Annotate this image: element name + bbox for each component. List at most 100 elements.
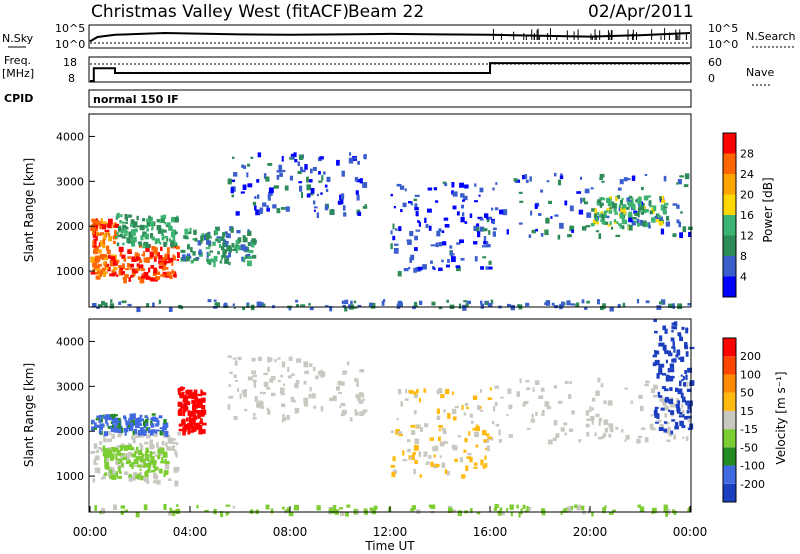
heatmap-cell bbox=[545, 300, 551, 306]
heatmap-cell bbox=[535, 411, 538, 417]
heatmap-cell bbox=[168, 306, 173, 312]
heatmap-cell bbox=[188, 392, 191, 398]
heatmap-cell bbox=[158, 451, 162, 454]
heatmap-cell bbox=[408, 266, 411, 270]
heatmap-cell bbox=[247, 230, 252, 236]
heatmap-cell bbox=[117, 449, 121, 456]
heatmap-cell bbox=[634, 220, 638, 223]
x-tick-label: 16:00 bbox=[473, 525, 508, 539]
heatmap-cell bbox=[110, 299, 113, 303]
heatmap-cell bbox=[93, 443, 98, 449]
heatmap-cell bbox=[163, 504, 167, 510]
heatmap-cell bbox=[175, 508, 181, 515]
heatmap-cell bbox=[442, 181, 447, 185]
heatmap-cell bbox=[141, 418, 145, 422]
heatmap-cell bbox=[340, 381, 345, 386]
heatmap-cell bbox=[94, 457, 100, 460]
heatmap-cell bbox=[350, 300, 353, 305]
heatmap-cell bbox=[115, 236, 119, 239]
colorbar-swatch bbox=[723, 215, 736, 236]
heatmap-cell bbox=[98, 446, 102, 450]
heatmap-cell bbox=[310, 168, 313, 174]
heatmap-cell bbox=[664, 202, 669, 206]
heatmap-cell bbox=[157, 448, 161, 454]
heatmap-cell bbox=[260, 302, 264, 308]
heatmap-cell bbox=[675, 421, 679, 428]
heatmap-cell bbox=[438, 425, 443, 429]
heatmap-cell bbox=[436, 415, 441, 421]
heatmap-cell bbox=[637, 211, 640, 218]
heatmap-cell bbox=[656, 305, 662, 310]
heatmap-cell bbox=[316, 212, 319, 219]
heatmap-cell bbox=[100, 269, 104, 275]
heatmap-cell bbox=[244, 389, 247, 395]
heatmap-cell bbox=[658, 427, 664, 432]
heatmap-cell bbox=[152, 462, 156, 468]
colorbar-swatch bbox=[723, 194, 736, 215]
heatmap-cell bbox=[498, 429, 501, 436]
heatmap-cell bbox=[166, 271, 172, 277]
heatmap-cell bbox=[434, 445, 439, 452]
heatmap-cell bbox=[535, 228, 539, 232]
heatmap-cell bbox=[495, 182, 498, 185]
heatmap-cell bbox=[280, 374, 283, 378]
heatmap-cell bbox=[596, 200, 601, 206]
heatmap-cell bbox=[107, 450, 113, 456]
heatmap-cell bbox=[349, 417, 353, 422]
heatmap-cell bbox=[192, 427, 197, 432]
heatmap-cell bbox=[111, 274, 116, 277]
heatmap-cell bbox=[499, 209, 504, 215]
heatmap-cell bbox=[525, 380, 530, 383]
heatmap-cell bbox=[95, 418, 100, 421]
heatmap-cell bbox=[564, 381, 569, 384]
heatmap-cell bbox=[192, 251, 196, 256]
heatmap-cell bbox=[122, 242, 125, 246]
heatmap-cell bbox=[407, 448, 411, 453]
heatmap-cell bbox=[92, 234, 96, 238]
heatmap-cell bbox=[173, 255, 176, 261]
heatmap-cell bbox=[632, 217, 637, 220]
heatmap-cell bbox=[651, 507, 657, 514]
heatmap-cell bbox=[678, 221, 682, 228]
heatmap-cell bbox=[110, 426, 116, 433]
heatmap-cell bbox=[109, 458, 114, 461]
colorbar-tick-label: 16 bbox=[740, 209, 754, 222]
heatmap-cell bbox=[451, 391, 454, 395]
heatmap-cell bbox=[567, 234, 572, 238]
heatmap-cell bbox=[117, 434, 122, 438]
heatmap-cell bbox=[324, 204, 329, 211]
heatmap-cell bbox=[680, 211, 683, 214]
heatmap-cell bbox=[93, 249, 98, 254]
heatmap-cell bbox=[102, 474, 106, 480]
heatmap-cell bbox=[168, 257, 174, 263]
heatmap-cell bbox=[129, 463, 133, 467]
heatmap-cell bbox=[162, 214, 167, 219]
colorbar-tick-label: 100 bbox=[740, 368, 761, 381]
heatmap-cell bbox=[464, 221, 468, 224]
heatmap-cell bbox=[480, 300, 483, 305]
heatmap-cell bbox=[159, 430, 164, 436]
heatmap-cell bbox=[689, 346, 695, 350]
heatmap-cell bbox=[96, 255, 100, 258]
heatmap-cell bbox=[136, 215, 139, 221]
heatmap-cell bbox=[116, 458, 121, 461]
heatmap-cell bbox=[132, 270, 138, 274]
heatmap-cell bbox=[225, 240, 229, 245]
heatmap-cell bbox=[621, 197, 624, 201]
heatmap-cell bbox=[101, 221, 107, 224]
heatmap-cell bbox=[407, 239, 412, 245]
heatmap-cell bbox=[251, 357, 256, 362]
heatmap-cell bbox=[258, 356, 262, 362]
heatmap-cell bbox=[653, 319, 657, 323]
heatmap-cell bbox=[193, 258, 198, 261]
heatmap-cell bbox=[529, 176, 532, 182]
heatmap-cell bbox=[488, 230, 491, 235]
heatmap-cell bbox=[416, 389, 419, 394]
heatmap-cell bbox=[409, 456, 413, 459]
heatmap-cell bbox=[117, 225, 122, 231]
heatmap-cell bbox=[579, 505, 585, 509]
heatmap-cell bbox=[417, 220, 420, 223]
heatmap-cell bbox=[217, 238, 221, 242]
heatmap-cell bbox=[540, 233, 544, 237]
y-tick-label: 1000 bbox=[56, 470, 84, 483]
